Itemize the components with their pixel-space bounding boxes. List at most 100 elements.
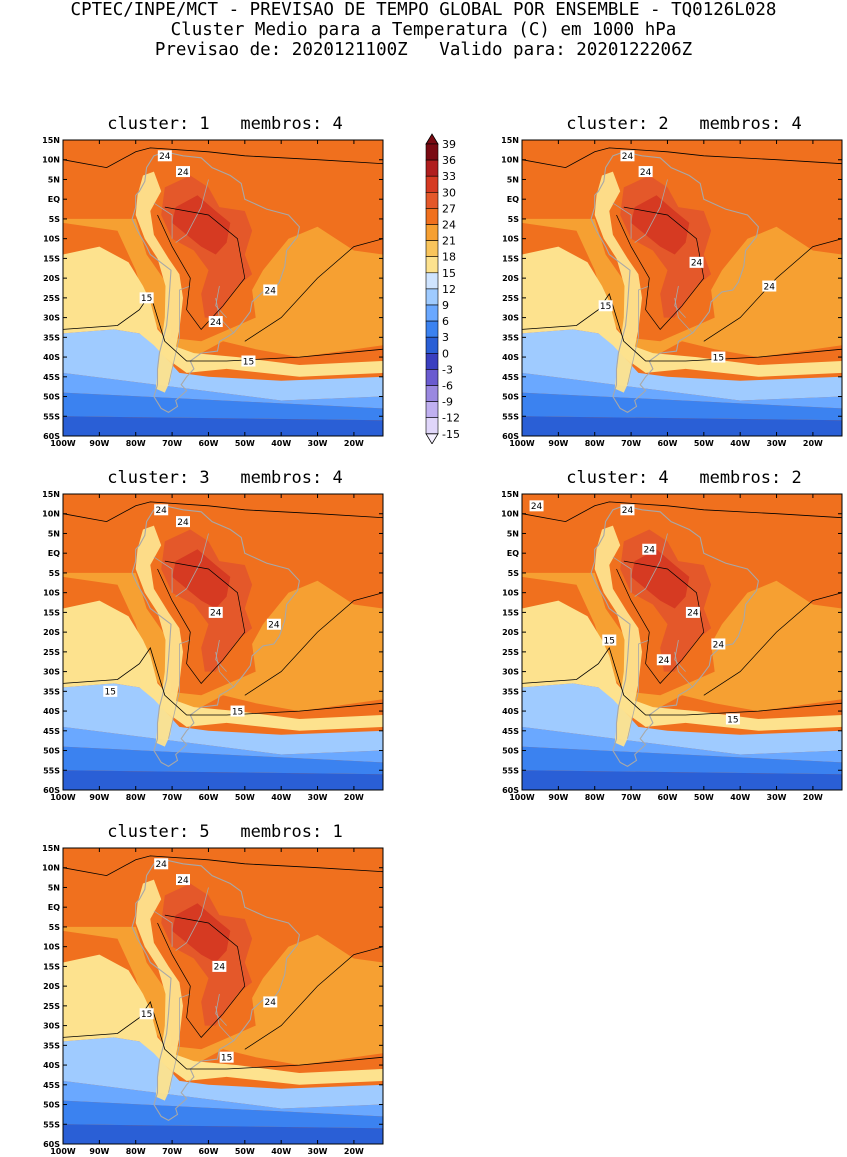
coastline [131,859,300,1121]
contour-label: 24 [691,259,703,269]
lat-tick-label: 40S [502,707,519,716]
contour-label: 24 [687,609,699,619]
lat-tick-label: 5S [49,215,61,224]
lat-tick-label: 15N [501,136,519,145]
lat-tick-label: 60S [43,786,60,795]
coastline [590,151,759,413]
lat-tick-label: 55S [502,412,519,421]
lat-tick-label: 10S [502,589,519,598]
lon-tick-label: 30W [308,793,328,800]
contour-label: 15 [232,707,243,717]
lat-tick-label: 15N [42,844,60,853]
lon-tick-label: 70W [621,439,641,446]
lat-tick-label: 30S [502,668,519,677]
lat-tick-label: 15S [43,608,60,617]
lat-tick-label: EQ [48,549,60,558]
panel-3-map: 24 24 24 24 15 15 15N 10N 5N EQ 5S 10S 15S 20S 25S 30S 3… [42,490,384,800]
lat-tick-label: 60S [502,786,519,795]
colorbar-swatch [425,159,439,177]
colorbar-swatch [425,191,439,209]
colorbar-label: 39 [442,138,456,151]
header-line-1: CPTEC/INPE/MCT - PREVISAO DE TEMPO GLOBA… [70,0,777,20]
colorbar-top-arrow [425,133,439,145]
lat-tick-label: 30S [43,1022,60,1031]
colorbar-label: 15 [442,267,456,280]
lon-tick-label: 20W [344,793,364,800]
lat-tick-label: 25S [43,1002,60,1011]
lat-tick-label: 60S [43,432,60,441]
contour-label: 24 [177,168,189,178]
colorbar-swatch [425,369,439,386]
lon-tick-label: 50W [235,1147,255,1154]
colorbar-swatch [425,224,439,241]
lon-tick-label: 70W [621,793,641,800]
colorbar-label: 36 [442,154,456,167]
lon-tick-label: 40W [730,439,750,446]
lat-tick-label: EQ [48,195,60,204]
header-line-3: Previsao de: 2020121100Z Valido para: 20… [154,40,693,60]
colorbar-label: 30 [442,186,456,199]
lat-tick-label: 5S [508,569,520,578]
colorbar-label: 21 [442,235,456,248]
lon-tick-label: 70W [162,1147,182,1154]
map-frame [521,493,843,791]
lon-tick-label: 30W [308,439,328,446]
contour-label: 15 [141,294,152,304]
lon-tick-label: 30W [308,1147,328,1154]
lat-tick-label: 35S [502,687,519,696]
colorbar-label: 24 [442,219,456,232]
colorbar-label: 33 [442,170,456,183]
colorbar-label: -6 [442,380,453,393]
lon-tick-label: 40W [271,793,291,800]
coastline [131,505,300,767]
lat-tick-label: 35S [502,333,519,342]
colorbar-label: -12 [442,412,460,425]
lon-tick-label: 100W [509,793,535,800]
lat-tick-label: 55S [502,766,519,775]
lat-tick-label: 25S [502,294,519,303]
lat-tick-label: 35S [43,1041,60,1050]
colorbar-label: -15 [442,428,460,441]
lat-tick-label: 5S [49,569,61,578]
lon-tick-label: 60W [657,439,677,446]
lat-tick-label: 10N [42,156,60,165]
lon-tick-label: 80W [126,1147,146,1154]
lat-tick-label: 20S [502,628,519,637]
lon-tick-label: 90W [548,439,568,446]
lat-tick-label: 45S [502,373,519,382]
lat-tick-label: 20S [43,274,60,283]
lat-tick-label: 40S [43,353,60,362]
lat-tick-label: 30S [502,314,519,323]
colorbar-label: 27 [442,202,456,215]
lon-tick-label: 50W [235,439,255,446]
contour-label: 24 [210,318,222,328]
lon-tick-label: 60W [198,439,218,446]
contour-label: 15 [243,357,254,367]
colorbar-swatch [425,288,439,306]
lat-tick-label: 15S [502,254,519,263]
lat-tick-label: 20S [502,274,519,283]
lon-tick-label: 20W [803,439,823,446]
lat-tick-label: 55S [43,1120,60,1129]
colorbar-swatch [425,417,439,435]
lat-tick-label: 40S [43,1061,60,1070]
contour-label: 24 [640,168,652,178]
colorbar-bottom-arrow [425,433,439,444]
lat-tick-label: 10N [501,156,519,165]
lat-tick-label: 15S [43,962,60,971]
panel-5-map: 24 24 24 24 15 15 15N 10N 5N EQ 5S 10S 15S 20S 25S 30S 3… [42,844,384,1154]
lon-tick-label: 100W [50,1147,76,1154]
lat-tick-label: 5N [48,529,60,538]
lon-tick-label: 80W [585,439,605,446]
lon-tick-label: 90W [89,1147,109,1154]
lon-tick-label: 50W [235,793,255,800]
lon-tick-label: 80W [126,439,146,446]
colorbar-swatch [425,304,439,322]
contour-label: 24 [268,621,280,631]
coastline [131,151,300,413]
lat-tick-label: 5S [508,215,520,224]
lat-tick-label: 10S [43,943,60,952]
lat-tick-label: 50S [43,393,60,402]
lon-tick-label: 100W [50,793,76,800]
